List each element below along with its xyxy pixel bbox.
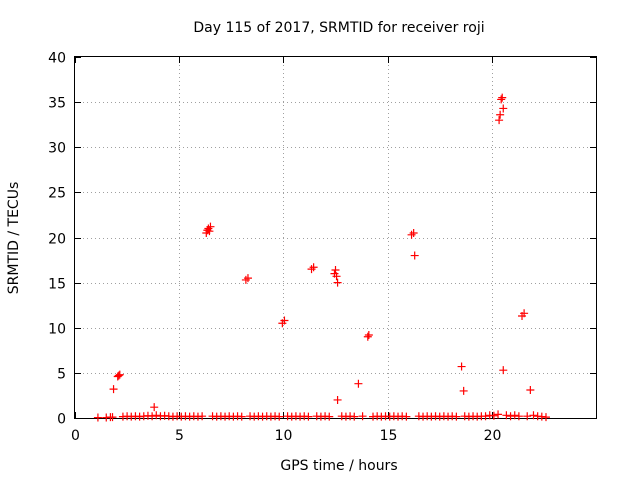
data-point: [241, 275, 250, 284]
data-point: [237, 412, 246, 421]
data-point: [407, 230, 416, 239]
y-tick-label: 40: [48, 51, 66, 67]
data-point: [350, 412, 359, 421]
plot-frame: [74, 56, 597, 419]
data-point: [457, 362, 466, 371]
data-point: [280, 316, 289, 325]
data-point: [410, 251, 419, 260]
y-axis-label: SRMTID / TECUs: [6, 182, 22, 295]
data-point: [481, 412, 490, 421]
data-point: [514, 412, 523, 421]
x-tick-label: 5: [175, 428, 184, 444]
data-point: [459, 386, 468, 395]
data-point: [499, 104, 508, 113]
data-point: [526, 386, 535, 395]
data-point: [309, 263, 318, 272]
data-point: [325, 412, 334, 421]
data-point: [109, 385, 118, 394]
y-tick-label: 30: [48, 141, 66, 157]
y-tick-label: 20: [48, 232, 66, 248]
data-point: [206, 222, 215, 231]
data-point: [307, 265, 316, 274]
data-point: [402, 412, 411, 421]
y-tick-label: 0: [57, 412, 66, 428]
data-point: [510, 411, 519, 420]
data-point: [205, 227, 214, 236]
data-point: [331, 265, 340, 274]
y-tick-label: 5: [57, 367, 66, 383]
x-tick-label: 15: [380, 428, 398, 444]
data-point: [113, 372, 122, 381]
data-point: [354, 379, 363, 388]
axis-ticks: 0 5 10 15 20 0 5 10 15 20 25 30 35 40: [48, 51, 596, 444]
data-point: [520, 309, 529, 318]
y-tick-label: 35: [48, 96, 66, 112]
data-point: [198, 412, 207, 421]
y-tick-label: 10: [48, 322, 66, 338]
grid: [75, 57, 596, 418]
data-point: [497, 95, 506, 104]
data-point: [529, 411, 538, 420]
x-tick-label: 0: [71, 428, 80, 444]
data-point: [489, 411, 498, 420]
data-point: [304, 412, 313, 421]
data-point: [358, 412, 367, 421]
y-tick-label: 25: [48, 186, 66, 202]
x-axis-label: GPS time / hours: [280, 458, 397, 474]
data-point: [409, 228, 418, 237]
chart-title: Day 115 of 2017, SRMTID for receiver roj…: [193, 20, 484, 36]
data-point: [502, 411, 511, 420]
data-point: [114, 371, 123, 380]
data-point: [494, 410, 503, 419]
data-point: [452, 412, 461, 421]
data-point: [541, 413, 550, 422]
data-point: [108, 413, 117, 422]
data-point: [496, 110, 505, 119]
data-point: [506, 412, 515, 421]
data-point: [498, 93, 507, 102]
data-point: [523, 412, 532, 421]
data-point: [152, 411, 161, 420]
x-tick-label: 10: [275, 428, 293, 444]
data-point: [148, 412, 157, 421]
data-point: [93, 413, 102, 422]
data-point: [333, 278, 342, 287]
data-point: [499, 366, 508, 375]
x-tick-label: 20: [484, 428, 502, 444]
data-point: [333, 395, 342, 404]
data-point: [115, 370, 124, 379]
y-tick-label: 15: [48, 277, 66, 293]
data-points: [93, 93, 550, 422]
data-point: [243, 274, 252, 283]
data-point: [495, 116, 504, 125]
data-point: [275, 412, 284, 421]
data-point: [364, 330, 373, 339]
data-point: [363, 332, 372, 341]
data-point: [332, 272, 341, 281]
data-point: [150, 403, 159, 412]
